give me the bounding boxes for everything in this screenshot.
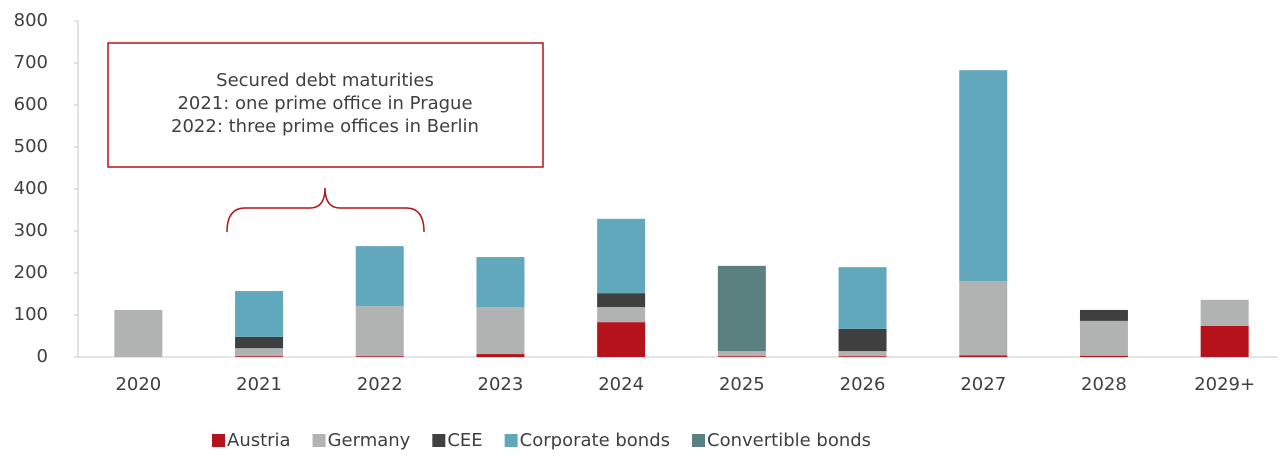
bar-segment xyxy=(476,307,525,355)
x-tick-label: 2027 xyxy=(960,374,1006,395)
legend-swatch xyxy=(504,434,518,447)
bar-segment xyxy=(476,257,525,308)
legend-label: Convertible bonds xyxy=(707,430,871,451)
bar-segment xyxy=(114,309,163,357)
x-tick-label: 2022 xyxy=(357,374,403,395)
y-tick-label: 0 xyxy=(37,346,48,367)
legend-swatch xyxy=(212,434,225,447)
annotation-text: Secured debt maturities xyxy=(216,70,434,91)
x-tick-label: 2020 xyxy=(115,374,161,395)
x-tick-label: 2028 xyxy=(1081,374,1127,395)
bar-segment xyxy=(355,246,404,307)
bar-segment xyxy=(717,351,766,357)
bar-segment xyxy=(597,218,646,294)
bar-segment xyxy=(355,356,404,357)
brace xyxy=(226,187,425,233)
bar-segment xyxy=(838,351,887,357)
y-tick-label: 500 xyxy=(14,136,48,157)
bar-segment xyxy=(476,354,525,357)
bar-segment xyxy=(959,70,1008,281)
bar-segment xyxy=(1200,299,1249,326)
bar-segment xyxy=(1200,325,1249,357)
bar-segment xyxy=(959,280,1008,356)
y-tick-label: 700 xyxy=(14,52,48,73)
legend-label: Austria xyxy=(227,430,291,451)
annotation-text: 2022: three prime offices in Berlin xyxy=(171,116,479,137)
bar-segment xyxy=(235,348,284,357)
x-tick-label: 2023 xyxy=(478,374,524,395)
bar-segment xyxy=(838,328,887,352)
y-tick-label: 100 xyxy=(14,304,48,325)
bar-segment xyxy=(1079,355,1128,357)
x-tick-label: 2021 xyxy=(236,374,282,395)
annotation-box xyxy=(107,42,544,168)
bar-segment xyxy=(597,293,646,308)
x-tick-label: 2029+ xyxy=(1194,374,1255,395)
bar-segment xyxy=(355,306,404,357)
legend-label: CEE xyxy=(447,430,482,451)
bar-segment xyxy=(838,267,887,329)
x-tick-label: 2026 xyxy=(840,374,886,395)
bar-segment xyxy=(838,356,887,357)
y-tick-label: 200 xyxy=(14,262,48,283)
bar-segment xyxy=(1079,309,1128,321)
bar-segment xyxy=(717,265,766,352)
bar-segment xyxy=(235,291,284,337)
x-tick-label: 2024 xyxy=(598,374,644,395)
legend-swatch xyxy=(692,434,706,447)
x-tick-label: 2025 xyxy=(719,374,765,395)
legend-label: Corporate bonds xyxy=(520,430,670,451)
y-tick-label: 300 xyxy=(14,220,48,241)
bar-segment xyxy=(235,356,284,357)
bar-segment xyxy=(1079,320,1128,356)
legend-label: Germany xyxy=(328,430,411,451)
bar-segment xyxy=(959,355,1008,357)
y-tick-label: 800 xyxy=(14,10,48,31)
bar-segment xyxy=(235,336,284,349)
bar-segment xyxy=(597,307,646,323)
legend-swatch xyxy=(432,434,446,447)
y-tick-label: 600 xyxy=(14,94,48,115)
bar-segment xyxy=(597,322,646,357)
y-tick-label: 400 xyxy=(14,178,48,199)
legend-swatch xyxy=(312,434,326,447)
annotation-text: 2021: one prime office in Prague xyxy=(177,93,472,114)
bar-segment xyxy=(717,356,766,357)
